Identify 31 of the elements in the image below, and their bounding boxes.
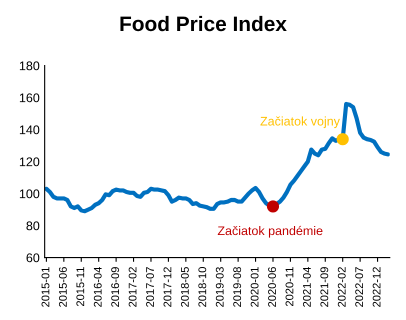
y-tick-label: 60 [26,253,40,262]
x-tick-label: 2022-02 [338,267,346,307]
x-tick-label: 2015-01 [42,267,50,307]
x-tick-label: 2018-05 [180,267,189,307]
line-series [44,102,390,214]
x-tick-label: 2016-04 [94,266,102,307]
x-tick-label: 2015-11 [76,267,84,306]
x-tick-label: 2022-12 [372,267,381,307]
y-tick-label: 120 [20,157,40,166]
x-tick-label: 2015-06 [58,267,67,307]
y-tick-label: 100 [20,189,40,198]
y-tick-label: 160 [20,93,40,102]
series-label: Začiatok pandémie [218,226,322,238]
x-tick-label: 2021-04 [302,266,311,307]
x-tick-label: 2019-03 [216,267,224,307]
x-tick-label: 2016-09 [111,267,120,307]
x-tick-label: 2020-11 [286,267,294,306]
chart-title: Food Price Index [120,16,287,32]
x-tick-label: 2017-12 [164,267,172,307]
x-tick-label: 2020-01 [250,267,259,307]
y-tick-label: 80 [26,221,40,230]
y-tick-label: 180 [20,61,40,70]
x-tick-label: 2022-07 [355,267,364,307]
x-tick-label: 2017-07 [146,267,154,307]
x-tick-label: 2017-02 [128,267,137,307]
x-tick-label: 2018-10 [198,267,206,307]
x-tick-label: 2020-06 [268,267,276,307]
x-tick-label: 2019-08 [233,267,242,307]
x-tick-label: 2021-09 [320,267,328,307]
y-tick-label: 140 [20,125,40,134]
series-label: Začiatok vojny [260,116,340,128]
